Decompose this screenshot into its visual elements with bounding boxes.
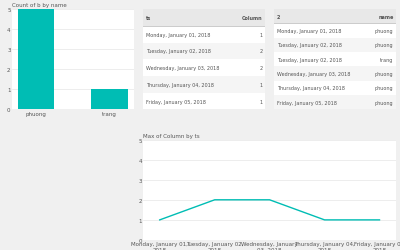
Text: Tuesday, January 02, 2018: Tuesday, January 02, 2018 (146, 49, 210, 54)
Text: Max of Column by ts: Max of Column by ts (143, 133, 200, 138)
Text: Monday, January 01, 2018: Monday, January 01, 2018 (277, 29, 341, 34)
Bar (143, 27, 265, 43)
Bar (274, 24, 396, 38)
Text: Count of b by name: Count of b by name (12, 3, 67, 8)
Bar (274, 53, 396, 67)
Bar (274, 82, 396, 96)
Bar (143, 43, 265, 60)
Text: 2: 2 (259, 66, 262, 71)
Bar (143, 10, 265, 27)
Text: phuong: phuong (375, 86, 394, 91)
Text: 1: 1 (259, 82, 262, 87)
Text: phuong: phuong (375, 100, 394, 105)
Text: phuong: phuong (375, 29, 394, 34)
Text: phuong: phuong (375, 43, 394, 48)
Bar (18, 10, 54, 110)
Text: Friday, January 05, 2018: Friday, January 05, 2018 (277, 100, 337, 105)
Text: Thursday, January 04, 2018: Thursday, January 04, 2018 (146, 82, 214, 87)
Bar (274, 67, 396, 82)
Text: Tuesday, January 02, 2018: Tuesday, January 02, 2018 (277, 43, 342, 48)
Text: Thursday, January 04, 2018: Thursday, January 04, 2018 (277, 86, 345, 91)
Text: trang: trang (380, 58, 394, 62)
Text: 1: 1 (259, 99, 262, 104)
Text: Monday, January 01, 2018: Monday, January 01, 2018 (146, 32, 210, 38)
Bar (143, 77, 265, 93)
Text: 1: 1 (259, 32, 262, 38)
Text: 2: 2 (259, 49, 262, 54)
Bar (274, 24, 396, 25)
Text: phuong: phuong (375, 72, 394, 77)
Bar (143, 93, 265, 110)
Bar (274, 38, 396, 53)
Bar (91, 90, 128, 110)
Text: Wednesday, January 03, 2018: Wednesday, January 03, 2018 (146, 66, 219, 71)
Bar (143, 27, 265, 28)
Bar (274, 10, 396, 24)
Text: Friday, January 05, 2018: Friday, January 05, 2018 (146, 99, 206, 104)
Bar (274, 96, 396, 110)
Bar (143, 60, 265, 77)
Text: Wednesday, January 03, 2018: Wednesday, January 03, 2018 (277, 72, 350, 77)
Text: 2: 2 (277, 15, 280, 20)
Text: name: name (378, 15, 394, 20)
Text: Column: Column (242, 16, 262, 21)
Text: ts: ts (146, 16, 151, 21)
Text: Tuesday, January 02, 2018: Tuesday, January 02, 2018 (277, 58, 342, 62)
